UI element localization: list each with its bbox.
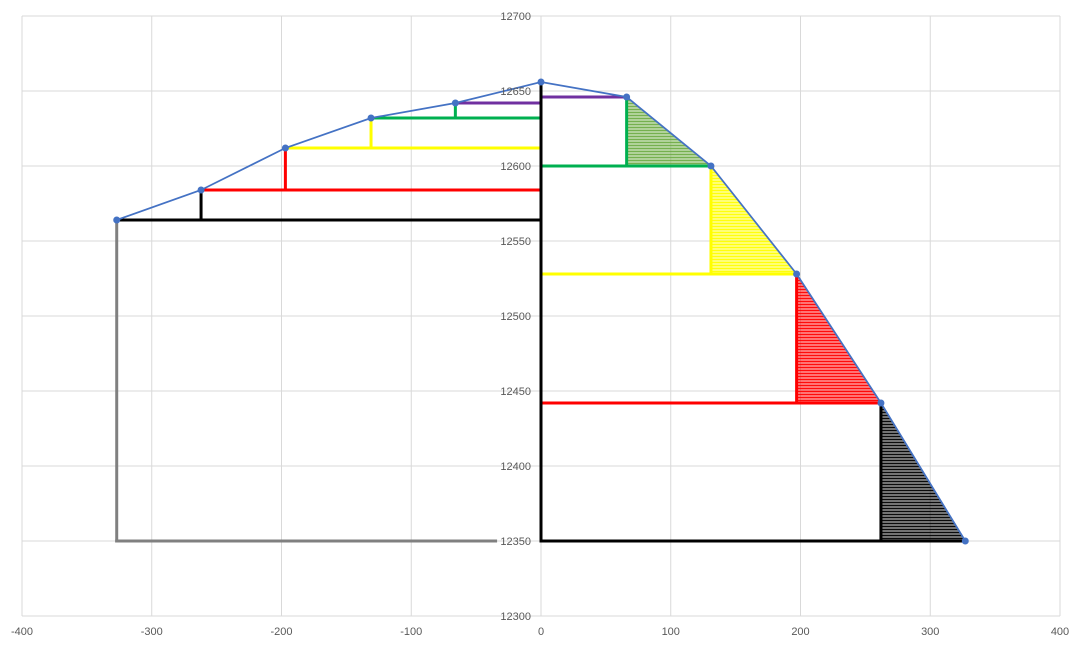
tick-labels: -400 -300 -200 -100 0 100 200 300 400 12300 12350 1… — [11, 11, 1069, 638]
x-tick-label-0: -400 — [11, 626, 33, 638]
profile-point-5 — [537, 78, 545, 86]
x-tick-label-4: 0 — [538, 626, 544, 638]
y-tick-label-7: 12650 — [500, 86, 531, 98]
profile-point-2 — [281, 144, 289, 152]
y-tick-label-4: 12500 — [500, 311, 531, 323]
x-tick-label-3: -100 — [400, 626, 422, 638]
x-tick-label-1: -300 — [141, 626, 163, 638]
x-tick-label-2: -200 — [270, 626, 292, 638]
profile-point-8 — [793, 270, 801, 278]
profile-point-3 — [367, 114, 375, 122]
y-tick-label-1: 12350 — [500, 536, 531, 548]
profile-point-1 — [197, 186, 205, 194]
step-segments — [115, 80, 967, 543]
y-tick-label-6: 12600 — [500, 161, 531, 173]
profile-point-6 — [623, 93, 631, 101]
x-tick-label-8: 400 — [1051, 626, 1069, 638]
profile-series — [113, 78, 969, 545]
y-tick-label-2: 12400 — [500, 461, 531, 473]
y-tick-label-8: 12700 — [500, 11, 531, 23]
y-tick-label-5: 12550 — [500, 236, 531, 248]
x-tick-label-6: 200 — [791, 626, 809, 638]
y-tick-label-0: 12300 — [500, 611, 531, 623]
profile-point-9 — [877, 399, 885, 407]
x-tick-label-7: 300 — [921, 626, 939, 638]
x-tick-label-5: 100 — [662, 626, 680, 638]
profile-point-10 — [961, 537, 969, 545]
profile-point-4 — [451, 99, 459, 107]
y-tick-label-3: 12450 — [500, 386, 531, 398]
profile-point-0 — [113, 216, 121, 224]
profile-point-7 — [707, 162, 715, 170]
